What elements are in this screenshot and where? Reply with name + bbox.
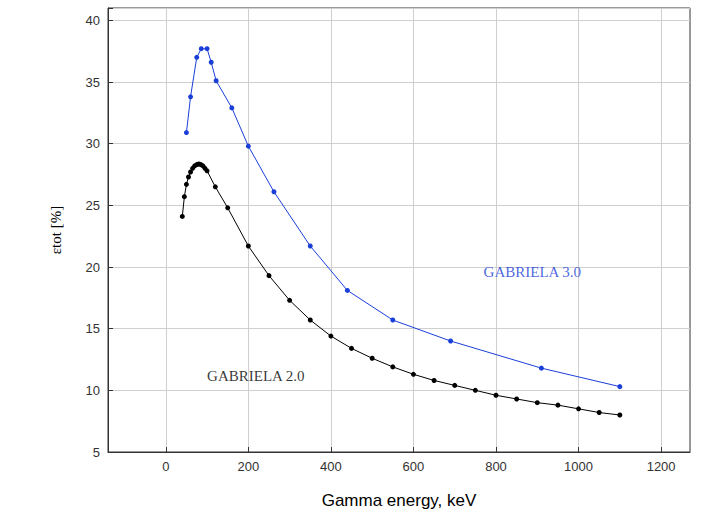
svg-text:20: 20	[86, 260, 100, 275]
svg-text:600: 600	[403, 459, 425, 474]
svg-text:1000: 1000	[564, 459, 593, 474]
svg-text:800: 800	[485, 459, 507, 474]
svg-text:25: 25	[86, 198, 100, 213]
svg-text:1200: 1200	[647, 459, 676, 474]
svg-text:5: 5	[93, 445, 100, 460]
svg-text:εtot [%]: εtot [%]	[48, 206, 64, 254]
svg-text:10: 10	[86, 383, 100, 398]
svg-text:15: 15	[86, 321, 100, 336]
svg-text:GABRIELA 2.0: GABRIELA 2.0	[207, 368, 304, 384]
svg-text:GABRIELA 3.0: GABRIELA 3.0	[484, 264, 582, 280]
svg-text:35: 35	[86, 75, 100, 90]
svg-text:200: 200	[237, 459, 259, 474]
svg-text:40: 40	[86, 13, 100, 28]
svg-text:30: 30	[86, 136, 100, 151]
svg-text:Gamma energy, keV: Gamma energy, keV	[322, 491, 477, 510]
svg-text:400: 400	[320, 459, 342, 474]
svg-text:0: 0	[162, 459, 169, 474]
